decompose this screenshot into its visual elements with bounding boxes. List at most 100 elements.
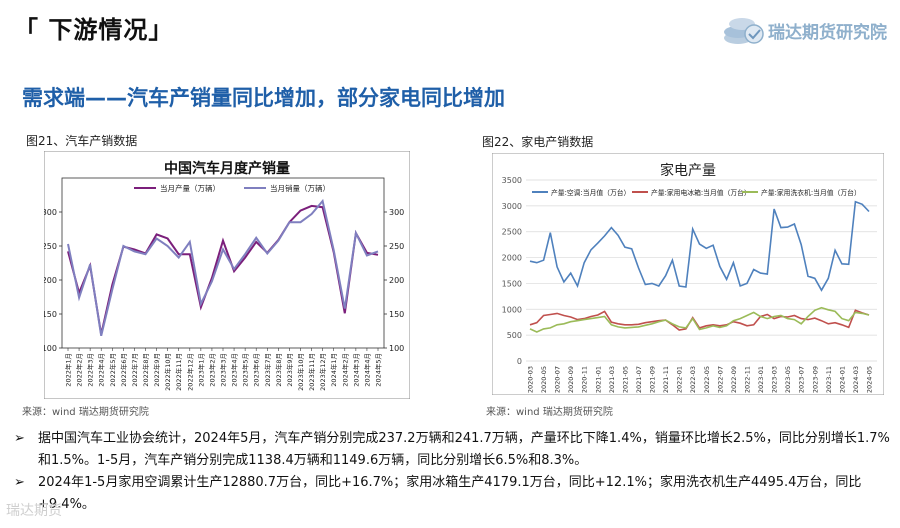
chart-title: 中国汽车月度产销量 [164,160,290,177]
x-tick-label: 2024年4月 [362,353,371,387]
arrow-bullet-icon: ➢ [14,431,25,446]
bullet-text: 据中国汽车工业协会统计，2024年5月，汽车产销分别完成237.2万辆和241.… [38,431,890,468]
bullet-item: ➢ 2024年1-5月家用空调累计生产12880.7万台，同比+16.7%；家用… [14,472,894,516]
x-tick-label: 2024年3月 [351,353,360,387]
x-tick-label: 2022年9月 [152,353,161,387]
bullet-text: 2024年1-5月家用空调累计生产12880.7万台，同比+16.7%；家用冰箱… [38,475,862,512]
x-tick-label: 2024-05 [866,366,874,393]
x-tick-label: 2022-11 [743,366,751,393]
x-tick-label: 2022-07 [716,366,724,393]
x-tick-label: 2023-03 [771,366,779,393]
arrow-bullet-icon: ➢ [14,475,25,490]
x-tick-label: 2023年11月 [307,353,316,391]
section-title: 「 下游情况」 [14,16,174,44]
y-tick-label-right: 300 [389,208,404,217]
y-tick-label-right: 200 [389,276,404,285]
legend-label: 当月产量（万辆） [160,183,220,193]
x-tick-label: 2023年7月 [263,353,272,387]
figure-21-caption: 图21、汽车产销数据 [26,134,138,148]
x-tick-label: 2023年4月 [230,353,239,387]
x-tick-label: 2023-05 [784,366,792,393]
x-tick-label: 2021-09 [649,366,657,393]
x-tick-label: 2024年5月 [374,353,383,387]
x-tick-label: 2022年7月 [130,353,139,387]
x-tick-label: 2022年2月 [75,353,84,387]
series-line-washer [529,306,870,333]
x-tick-label: 2023-09 [811,366,819,393]
x-tick-label: 2023-11 [825,366,833,393]
x-tick-label: 2022年8月 [141,353,150,387]
x-tick-label: 2022年12月 [185,353,194,391]
coin-stack-icon [724,18,764,44]
x-tick-label: 2020-03 [527,366,535,393]
x-tick-label: 2022年5月 [108,353,117,387]
x-tick-label: 2022年11月 [174,353,183,391]
x-tick-label: 2023年10月 [296,353,305,391]
x-tick-label: 2022-09 [730,366,738,393]
x-tick-label: 2022年4月 [97,353,106,387]
x-tick-label: 2021-11 [662,366,670,393]
x-tick-label: 2020-11 [581,366,589,393]
company-logo: 瑞达期货研究院 [720,8,890,48]
series-line-sales [67,198,379,337]
home-appliance-production-chart: 家电产量 0 500 1000 1500 2000 2500 3000 3500 2020-03 2… [492,153,884,395]
x-tick-label: 2022年1月 [64,353,73,387]
x-tick-label: 2020-09 [567,366,575,393]
x-tick-label: 2021-03 [608,366,616,393]
x-tick-label: 2023年1月 [196,353,205,387]
watermark: 瑞达期货 [6,503,62,519]
legend-label: 产量:家用洗衣机:当月值（万台） [761,188,861,197]
x-tick-label: 2021-07 [635,366,643,393]
y-tick-label: 1500 [502,279,522,288]
y-tick-label-left: 100 [44,344,57,353]
y-tick-label-right: 250 [389,242,404,251]
x-tick-label: 2024年2月 [340,353,349,387]
x-tick-label: 2023年12月 [318,353,327,391]
series-line-aircon [529,200,870,292]
legend-label: 当月销量（万辆） [270,183,330,193]
x-tick-label: 2023-01 [757,366,765,393]
x-tick-label: 2022-01 [676,366,684,393]
car-production-sales-chart: 中国汽车月度产销量 100 100 150 150 200 200 250 250 300 300 2… [44,151,410,399]
slide-headline: 需求端——汽车产销量同比增加，部分家电同比增加 [22,86,505,110]
figure-22-source: 来源：wind 瑞达期货研究院 [486,407,613,418]
logo-text: 瑞达期货研究院 [768,23,887,43]
y-tick-label: 500 [507,331,522,340]
y-tick-label-left: 200 [44,276,57,285]
x-tick-label: 2022年6月 [119,353,128,387]
y-tick-label-left: 150 [44,310,57,319]
y-tick-label: 2000 [502,254,522,263]
y-tick-label-right: 150 [389,310,404,319]
series-line-fridge [529,309,870,331]
chart-title: 家电产量 [660,162,716,179]
figure-22-caption: 图22、家电产销数据 [482,135,594,149]
y-tick-label-left: 250 [44,242,57,251]
x-tick-label: 2023年9月 [285,353,294,387]
y-tick-label: 2500 [502,228,522,237]
x-tick-label: 2021-01 [594,366,602,393]
bullet-item: ➢ 据中国汽车工业协会统计，2024年5月，汽车产销分别完成237.2万辆和24… [14,428,894,472]
bullet-list: ➢ 据中国汽车工业协会统计，2024年5月，汽车产销分别完成237.2万辆和24… [14,428,894,516]
x-tick-label: 2024-01 [838,366,846,393]
y-tick-label: 3500 [502,176,522,185]
x-tick-label: 2020-05 [540,366,548,393]
x-tick-label: 2024-03 [852,366,860,393]
x-tick-label: 2023-07 [798,366,806,393]
legend-label: 产量:空调:当月值（万台） [551,188,630,197]
y-tick-label-right: 100 [389,344,404,353]
x-tick-label: 2023年6月 [252,353,261,387]
x-tick-label: 2023年8月 [274,353,283,387]
y-tick-label: 1000 [502,305,522,314]
y-tick-label: 3000 [502,202,522,211]
y-tick-label: 0 [517,357,522,366]
figure-21-source: 来源：wind 瑞达期货研究院 [22,407,149,418]
x-tick-label: 2021-05 [621,366,629,393]
legend-label: 产量:家用电冰箱:当月值（万台） [651,188,751,197]
x-tick-label: 2023年5月 [241,353,250,387]
x-tick-label: 2022-03 [689,366,697,393]
x-tick-label: 2022-05 [703,366,711,393]
x-tick-label: 2023年3月 [219,353,228,387]
x-tick-label: 2023年2月 [207,353,216,387]
x-tick-label: 2024年1月 [329,353,338,387]
x-tick-label: 2022年10月 [163,353,172,391]
